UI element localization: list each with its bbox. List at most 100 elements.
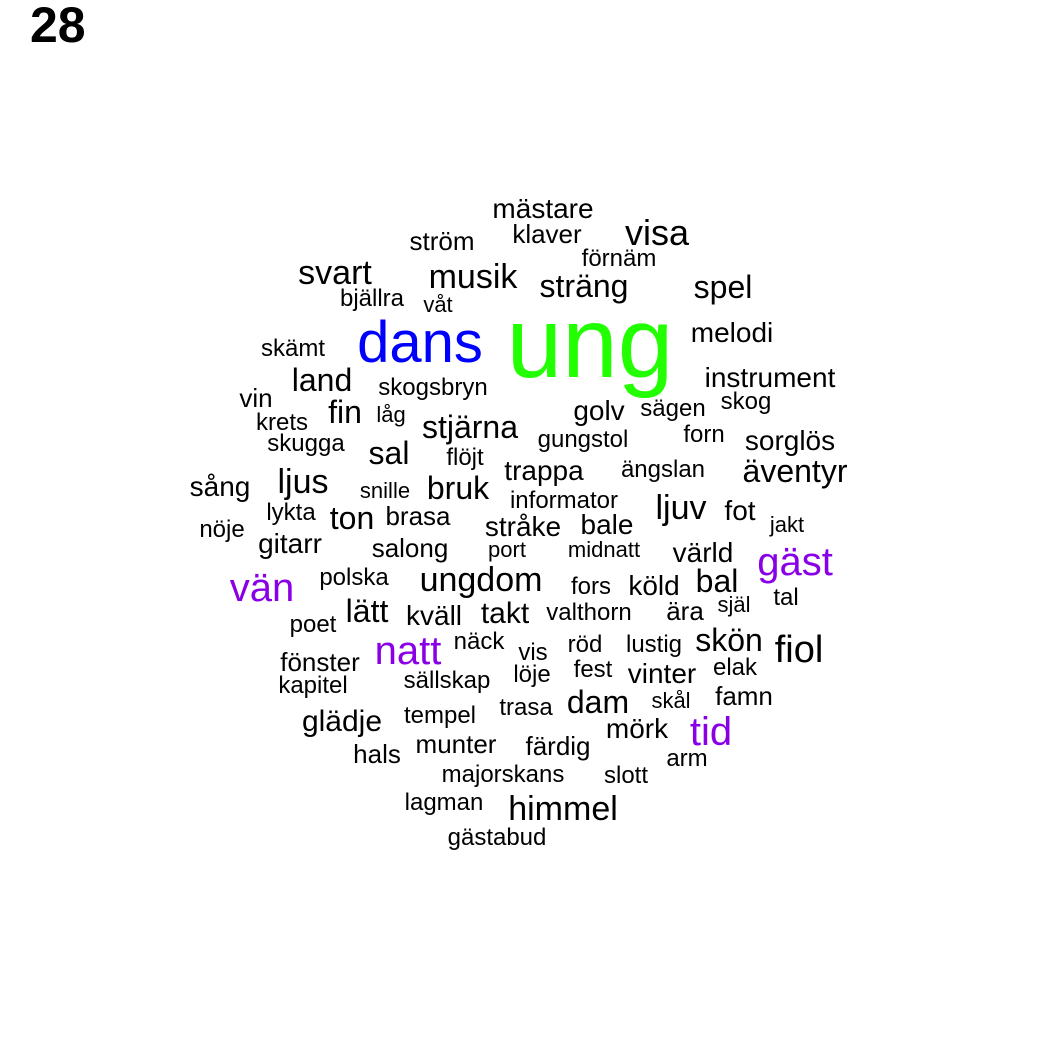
word-himmel: himmel — [508, 790, 618, 828]
word-angslan: ängslan — [620, 456, 706, 483]
word-strom: ström — [409, 226, 475, 256]
word-majorskans: majorskans — [441, 761, 565, 788]
word-jakt: jakt — [769, 512, 805, 537]
word-ljuv: ljuv — [655, 489, 707, 527]
word-land: land — [291, 362, 353, 398]
word-valthorn: valthorn — [546, 599, 632, 626]
word-fardig: färdig — [525, 731, 591, 761]
word-mastare: mästare — [492, 193, 594, 224]
word-kvall: kväll — [405, 600, 463, 631]
word-bruk: bruk — [426, 470, 490, 506]
word-gungstol: gungstol — [537, 426, 629, 453]
word-klaver: klaver — [512, 219, 582, 249]
word-vat: våt — [423, 292, 453, 317]
word-fot: fot — [724, 495, 756, 526]
word-visa: visa — [624, 212, 690, 253]
word-lustig: lustig — [625, 631, 683, 658]
word-tempel: tempel — [403, 702, 477, 729]
word-ton: ton — [329, 500, 375, 536]
word-sang: sång — [189, 471, 251, 502]
word-salong: salong — [371, 533, 449, 563]
word-spel: spel — [693, 269, 753, 305]
word-port: port — [488, 537, 526, 562]
word-elak: elak — [712, 654, 758, 681]
word-brasa: brasa — [385, 501, 451, 531]
word-flojt: flöjt — [446, 444, 484, 471]
word-skugga: skugga — [267, 430, 345, 457]
word-krets: krets — [255, 409, 309, 436]
word-vis: vis — [518, 639, 548, 666]
word-rod: röd — [567, 631, 603, 658]
word-sallskap: sällskap — [403, 667, 491, 694]
word-instrument: instrument — [704, 362, 836, 393]
word-varld: värld — [672, 537, 734, 568]
word-gast: gäst — [757, 540, 833, 584]
word-skal: skål — [651, 688, 691, 713]
word-fors: fors — [570, 573, 612, 600]
word-takt: takt — [480, 597, 530, 630]
word-bale: bale — [580, 509, 634, 540]
word-hals: hals — [353, 739, 401, 769]
word-ara: ära — [666, 596, 704, 626]
word-tal: tal — [773, 584, 799, 611]
page-title: 28 — [30, 0, 86, 53]
word-kapitel: kapitel — [278, 672, 348, 699]
word-snille: snille — [359, 478, 411, 503]
word-gastabud: gästabud — [447, 824, 547, 851]
word-fiol: fiol — [774, 629, 824, 671]
word-arm: arm — [666, 745, 708, 772]
word-loje: löje — [513, 661, 551, 688]
word-strang: sträng — [539, 268, 629, 304]
word-strake: stråke — [484, 511, 562, 542]
word-kold: köld — [628, 570, 680, 601]
word-trappa: trappa — [504, 455, 584, 486]
word-midnatt: midnatt — [567, 537, 641, 562]
word-skog: skog — [720, 388, 772, 415]
word-natt: natt — [374, 629, 442, 673]
word-polska: polska — [319, 564, 389, 591]
word-skon: skön — [695, 622, 763, 658]
word-sjal: själ — [717, 592, 751, 617]
word-forn: forn — [683, 421, 725, 448]
word-fornam: förnäm — [581, 245, 657, 272]
word-munter: munter — [415, 729, 497, 759]
word-mork: mörk — [605, 713, 669, 744]
word-noje: nöje — [199, 516, 245, 543]
word-bal: bal — [695, 563, 739, 599]
word-gladje: glädje — [301, 705, 383, 738]
word-svart: svart — [298, 254, 372, 292]
word-lagman: lagman — [404, 789, 484, 816]
word-informator: informator — [509, 487, 619, 514]
word-fonster: fönster — [280, 647, 360, 677]
word-ljus: ljus — [277, 463, 329, 501]
word-skogsbryn: skogsbryn — [378, 374, 488, 401]
word-gitarr: gitarr — [258, 528, 322, 559]
word-van: vän — [229, 566, 295, 610]
word-vin: vin — [239, 383, 273, 413]
word-vinter: vinter — [627, 658, 697, 689]
word-golv: golv — [573, 395, 625, 426]
word-fest: fest — [573, 656, 613, 683]
word-lag: låg — [376, 402, 406, 427]
word-aventyr: äventyr — [742, 453, 848, 489]
word-melodi: melodi — [690, 317, 774, 348]
word-bjallra: bjällra — [339, 285, 405, 312]
word-sal: sal — [368, 435, 410, 471]
word-skamt: skämt — [260, 335, 326, 362]
word-lykta: lykta — [266, 499, 316, 526]
word-ung: ung — [506, 287, 674, 399]
word-sorglos: sorglös — [744, 425, 836, 456]
word-sagen: sägen — [640, 395, 706, 422]
word-stjarna: stjärna — [421, 409, 519, 445]
word-dans: dans — [357, 310, 483, 375]
word-tid: tid — [689, 710, 733, 754]
word-nack: näck — [453, 628, 505, 655]
word-fin: fin — [328, 394, 362, 430]
word-ungdom: ungdom — [419, 561, 543, 599]
word-musik: musik — [428, 258, 518, 296]
word-famn: famn — [715, 681, 773, 711]
word-trasa: trasa — [499, 694, 553, 721]
word-slott: slott — [603, 762, 649, 789]
word-dam: dam — [566, 684, 630, 720]
word-latt: lätt — [345, 593, 389, 629]
